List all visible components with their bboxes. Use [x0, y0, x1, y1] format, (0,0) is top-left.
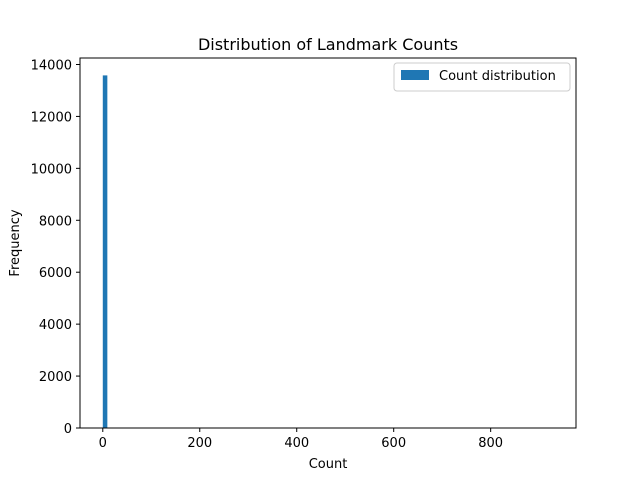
- x-axis-ticks: 0 200 400 600 800: [99, 428, 503, 451]
- y-tick-label: 14000: [31, 58, 72, 73]
- legend-label: Count distribution: [439, 69, 556, 84]
- plot-frame: [79, 57, 577, 429]
- legend-swatch: [401, 70, 429, 80]
- x-tick-label: 800: [478, 436, 503, 451]
- y-tick-label: 2000: [39, 370, 72, 385]
- y-tick-label: 0: [64, 422, 72, 437]
- histogram-bar: [102, 75, 108, 429]
- chart-title: Distribution of Landmark Counts: [198, 35, 458, 54]
- x-tick-label: 400: [284, 436, 309, 451]
- y-tick-label: 10000: [31, 162, 72, 177]
- x-tick-label: 600: [381, 436, 406, 451]
- y-tick-label: 12000: [31, 110, 72, 125]
- x-tick-label: 0: [99, 436, 107, 451]
- y-tick-label: 4000: [39, 318, 72, 333]
- legend: Count distribution: [393, 62, 571, 92]
- legend-frame: [393, 62, 571, 92]
- y-tick-label: 8000: [39, 214, 72, 229]
- x-axis-label: Count: [309, 457, 348, 472]
- y-axis-ticks: 0 2000 4000 6000 8000 10000 12000 14000: [31, 58, 80, 437]
- x-tick-label: 200: [187, 436, 212, 451]
- y-axis-label: Frequency: [8, 209, 23, 276]
- y-tick-label: 6000: [39, 266, 72, 281]
- bars-layer: [102, 75, 108, 429]
